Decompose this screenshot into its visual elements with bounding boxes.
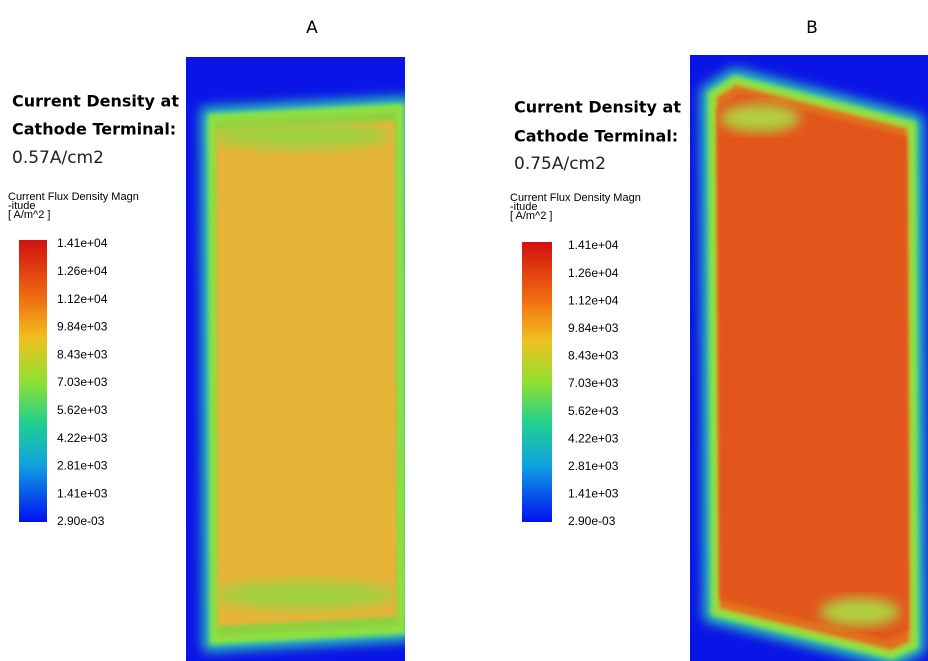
colorbar-tick-label: 4.22e+03 [57, 431, 108, 445]
legend-title: [ A/m^2 ] [8, 209, 50, 221]
panel-label: A [306, 18, 318, 38]
colorbar-tick-label: 1.41e+03 [57, 486, 108, 500]
colorbar-tick-label: 2.81e+03 [57, 459, 108, 473]
legend-title: -itude [8, 200, 36, 212]
current-density-value: 0.57A/cm2 [12, 148, 104, 168]
legend-title: Current Flux Density Magn [8, 191, 139, 203]
manifold-zone [210, 121, 390, 149]
colorbar-tick-label: 1.41e+04 [57, 236, 108, 250]
legend-title: Current Flux Density Magn [510, 192, 641, 204]
colorbar-tick-label: 5.62e+03 [57, 403, 108, 417]
body [216, 120, 397, 626]
colorbar-tick-label: 5.62e+03 [568, 404, 619, 418]
manifold-zone [215, 581, 395, 609]
colorbar-tick-label: 1.41e+04 [568, 238, 619, 252]
colorbar-tick-label: 1.26e+04 [57, 264, 108, 278]
body [716, 93, 909, 641]
legend-title: -itude [510, 201, 538, 213]
colorbar-tick-label: 1.41e+03 [568, 487, 619, 501]
colorbar-tick-label: 7.03e+03 [57, 375, 108, 389]
contour-image [690, 55, 928, 661]
current-density-value: 0.75A/cm2 [514, 154, 606, 174]
colorbar-tick-label: 1.12e+04 [568, 293, 619, 307]
colorbar-tick-label: 4.22e+03 [568, 431, 619, 445]
panel-title: Current Density at [12, 92, 179, 111]
colorbar-tick-label: 9.84e+03 [57, 320, 108, 334]
panel-title: Cathode Terminal: [514, 127, 678, 146]
colorbar-tick-label: 7.03e+03 [568, 376, 619, 390]
manifold-zone [820, 598, 900, 626]
colorbar [19, 240, 47, 522]
manifold-zone [720, 104, 800, 132]
colorbar-tick-label: 1.26e+04 [568, 266, 619, 280]
legend-title: [ A/m^2 ] [510, 210, 552, 222]
colorbar [522, 242, 552, 522]
contour-image [186, 57, 405, 661]
colorbar-tick-label: 8.43e+03 [57, 347, 108, 361]
colorbar-tick-label: 9.84e+03 [568, 321, 619, 335]
contour-plot [186, 57, 405, 661]
colorbar-tick-label: 2.81e+03 [568, 459, 619, 473]
colorbar-tick-label: 8.43e+03 [568, 349, 619, 363]
colorbar-tick-label: 2.90e-03 [57, 514, 105, 528]
colorbar-tick-label: 1.12e+04 [57, 292, 108, 306]
contour-plot [690, 55, 928, 661]
panel-title: Cathode Terminal: [12, 120, 176, 139]
panel-label: B [806, 18, 818, 38]
colorbar-tick-label: 2.90e-03 [568, 514, 616, 528]
panel-title: Current Density at [514, 98, 681, 117]
